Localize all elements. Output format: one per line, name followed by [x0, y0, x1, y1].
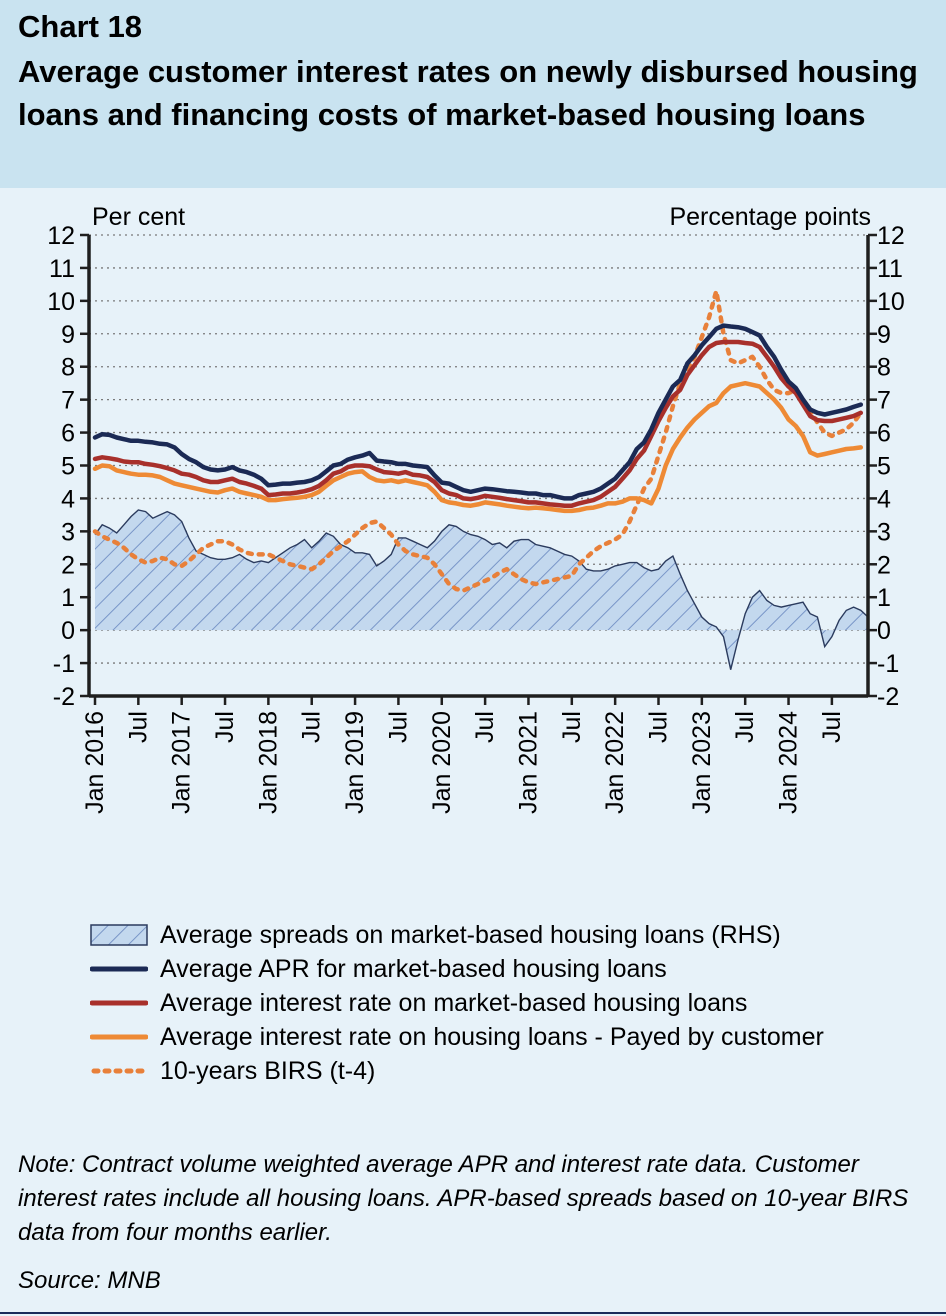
chart-source: Source: MNB: [18, 1267, 161, 1294]
right-tick-label: -2: [877, 683, 899, 711]
legend-swatch-apr: [90, 966, 148, 972]
series-line-layer: [92, 288, 864, 593]
right-axis-label: Percentage points: [669, 203, 871, 231]
right-tick-label: 7: [877, 387, 891, 415]
legend-label-customer: Average interest rate on housing loans -…: [160, 1023, 824, 1051]
x-tick-label: Jan 2017: [168, 711, 196, 814]
right-tick-label: 1: [877, 584, 891, 612]
legend-label-apr: Average APR for market-based housing loa…: [160, 955, 667, 983]
left-tick-label: 0: [61, 617, 75, 645]
legend-item-birs: 10-years BIRS (t-4): [90, 1054, 940, 1088]
right-tick-label: 10: [877, 288, 905, 316]
right-tick-label: 6: [877, 420, 891, 448]
chart-note: Note: Contract volume weighted average A…: [18, 1151, 909, 1246]
right-tick-label: 3: [877, 518, 891, 546]
legend-item-customer: Average interest rate on housing loans -…: [90, 1020, 940, 1054]
left-tick-label: 10: [47, 288, 75, 316]
gridlines: [89, 234, 868, 664]
series-line-customer: [92, 380, 864, 514]
x-tick-label: Jul: [818, 711, 846, 743]
legend-item-apr: Average APR for market-based housing loa…: [90, 952, 940, 986]
left-axis-label: Per cent: [92, 203, 185, 231]
right-tick-label: 12: [877, 222, 905, 250]
bottom-rule: [0, 1312, 946, 1314]
legend-swatch-market: [90, 1000, 148, 1006]
x-tick-label: Jul: [384, 711, 412, 743]
x-tick-label: Jul: [298, 711, 326, 743]
chart-title: Average customer interest rates on newly…: [18, 54, 918, 132]
left-tick-label: -2: [53, 683, 75, 711]
right-tick-label: 5: [877, 453, 891, 481]
spread-area-outline: [94, 509, 869, 670]
x-tick-label: Jan 2018: [254, 711, 282, 814]
x-tick-label: Jul: [558, 711, 586, 743]
left-tick-label: 6: [61, 420, 75, 448]
left-tick-label: 5: [61, 453, 75, 481]
left-tick-label: 3: [61, 518, 75, 546]
series-line-apr: [92, 323, 864, 501]
left-tick-label: 11: [49, 255, 75, 283]
right-tick-label: 11: [877, 255, 903, 283]
left-tick-label: 2: [61, 551, 75, 579]
legend-label-market: Average interest rate on market-based ho…: [160, 989, 748, 1017]
left-tick-label: 1: [61, 584, 75, 612]
x-tick-label: Jan 2016: [81, 711, 109, 814]
x-tick-label: Jul: [644, 711, 672, 743]
legend-swatch-birs: [91, 1068, 148, 1074]
right-tick-label: 9: [877, 321, 891, 349]
spread-area-layer: [94, 509, 869, 670]
legend-item-spread: Average spreads on market-based housing …: [90, 918, 940, 952]
left-tick-label: -1: [53, 650, 75, 678]
x-tick-label: Jan 2020: [428, 711, 456, 814]
x-tick-label: Jan 2022: [601, 711, 629, 814]
legend-swatch-spread: [90, 924, 148, 946]
x-tick-label: Jan 2023: [688, 711, 716, 814]
chart-number: Chart 18: [18, 9, 143, 44]
series-line-birs: [92, 288, 864, 593]
right-tick-label: 0: [877, 617, 891, 645]
x-tick-label: Jul: [471, 711, 499, 743]
legend-label-birs: 10-years BIRS (t-4): [160, 1057, 376, 1085]
x-tick-label: Jan 2024: [775, 711, 803, 814]
left-tick-label: 4: [61, 485, 75, 513]
x-tick-label: Jul: [124, 711, 152, 743]
left-tick-label: 9: [61, 321, 75, 349]
x-tick-label: Jan 2019: [341, 711, 369, 814]
x-tick-label: Jan 2021: [514, 711, 542, 814]
left-tick-label: 7: [61, 387, 75, 415]
chart-header: Chart 18 Average customer interest rates…: [0, 0, 946, 188]
x-tick-label: Jul: [731, 711, 759, 743]
spread-area-fill: [95, 510, 868, 670]
legend-item-market: Average interest rate on market-based ho…: [90, 986, 940, 1020]
series-line-market: [92, 339, 864, 508]
right-tick-label: 2: [877, 551, 891, 579]
left-tick-label: 8: [61, 354, 75, 382]
right-tick-label: -1: [877, 650, 899, 678]
right-tick-label: 4: [877, 485, 891, 513]
legend-label-spread: Average spreads on market-based housing …: [160, 921, 781, 949]
chart-legend: Average spreads on market-based housing …: [90, 918, 940, 1088]
legend-swatch-customer: [90, 1034, 148, 1040]
right-tick-label: 8: [877, 354, 891, 382]
left-tick-label: 12: [47, 222, 75, 250]
x-tick-label: Jul: [211, 711, 239, 743]
